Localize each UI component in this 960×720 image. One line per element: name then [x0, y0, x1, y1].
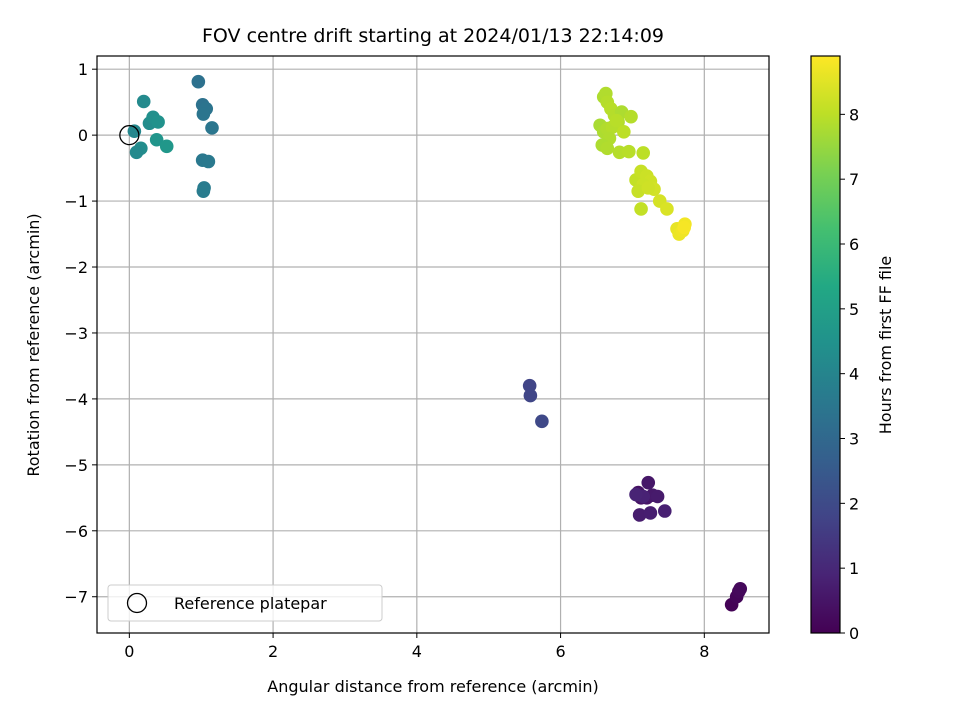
data-point [523, 388, 538, 403]
x-tick-label: 8 [699, 642, 709, 661]
data-points [127, 74, 748, 612]
data-point [129, 145, 144, 160]
data-point [641, 475, 656, 490]
legend-box [107, 584, 383, 622]
chart-title: FOV centre drift starting at 2024/01/13 … [202, 25, 664, 47]
data-point [634, 202, 648, 216]
colorbar-label: Hours from first FF file [876, 256, 895, 435]
colorbar-tick-label: 6 [849, 235, 859, 254]
legend-marker [126, 592, 148, 614]
data-point [617, 125, 631, 139]
data-point [660, 202, 674, 216]
legend-entry-reference-platepar: Reference platepar [174, 594, 327, 613]
data-point [196, 184, 211, 198]
y-tick-label: −5 [64, 456, 88, 475]
plot-frame [96, 55, 770, 634]
colorbar-tick-label: 1 [849, 559, 859, 578]
colorbar-tick-label: 5 [849, 300, 859, 319]
data-point [127, 124, 142, 138]
x-tick-label: 4 [412, 642, 422, 661]
data-point [149, 132, 164, 147]
grid-lines [97, 56, 769, 633]
x-tick-label: 6 [555, 642, 565, 661]
colorbar-tick-label: 7 [849, 170, 859, 189]
x-tick-label: 2 [268, 642, 278, 661]
colorbar-tick-label: 8 [849, 105, 859, 124]
x-tick-label: 0 [124, 642, 134, 661]
y-tick-label: −2 [64, 258, 88, 277]
data-point [677, 220, 691, 235]
x-axis-label: Angular distance from reference (arcmin) [267, 677, 598, 696]
data-point [624, 109, 638, 124]
data-point [201, 154, 216, 169]
data-point [733, 582, 748, 596]
y-tick-label: −1 [64, 192, 88, 211]
y-tick-label: 0 [78, 126, 88, 145]
colorbar-tick-label: 3 [849, 430, 859, 449]
reference-platepar-marker [119, 124, 140, 146]
colorbar-gradient [811, 56, 840, 633]
data-point [151, 115, 165, 129]
y-tick-label: 1 [78, 60, 88, 79]
data-point [643, 506, 658, 520]
y-tick-label: −7 [64, 588, 88, 607]
data-point [522, 378, 537, 393]
data-point [600, 141, 615, 156]
colorbar-ticks: 0 1 2 3 4 5 6 7 8 [840, 105, 859, 643]
data-point [629, 487, 643, 502]
data-point [636, 146, 651, 160]
reference-marker-group [119, 124, 140, 146]
y-axis-ticks: 1 0 −1 −2 −3 −4 −5 −6 −7 [64, 60, 97, 607]
x-axis-ticks: 0 2 4 6 8 [124, 633, 709, 661]
legend: Reference platepar [107, 584, 383, 622]
data-point [205, 121, 219, 135]
data-point [609, 113, 624, 128]
data-point [632, 508, 647, 522]
y-axis-label: Rotation from reference (arcmin) [24, 213, 43, 476]
data-point [535, 414, 549, 429]
data-point [641, 181, 656, 195]
data-point [159, 139, 174, 154]
colorbar-tick-label: 4 [849, 365, 859, 384]
data-point [657, 504, 672, 518]
data-point [191, 74, 206, 89]
y-tick-label: −4 [64, 390, 88, 409]
colorbar-frame [810, 55, 841, 634]
data-point [650, 489, 665, 504]
colorbar: 0 1 2 3 4 5 6 7 8 Hours from first FF file [810, 55, 895, 643]
data-point [136, 94, 151, 109]
colorbar-tick-label: 2 [849, 494, 859, 513]
y-tick-label: −6 [64, 522, 88, 541]
colorbar-tick-label: 0 [849, 624, 859, 643]
data-point [196, 107, 211, 121]
data-point [622, 144, 636, 159]
y-tick-label: −3 [64, 324, 88, 343]
